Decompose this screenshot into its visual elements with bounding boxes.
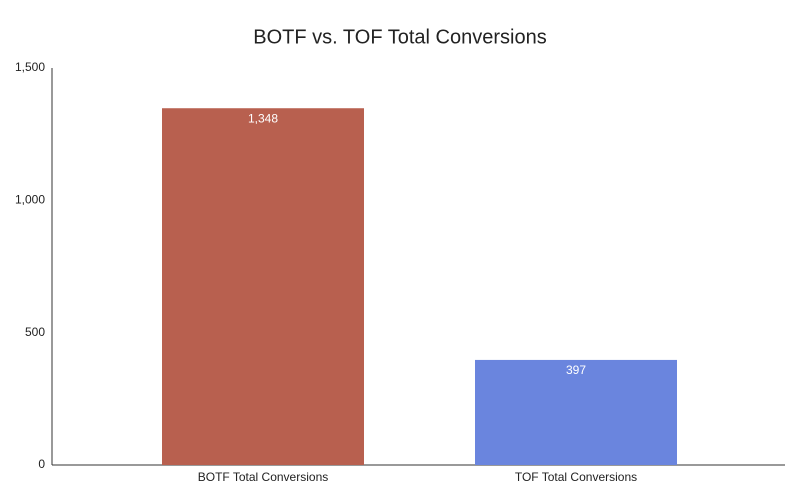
y-tick-label: 1,000 — [15, 193, 45, 207]
bar — [162, 108, 364, 465]
chart-title: BOTF vs. TOF Total Conversions — [253, 26, 546, 48]
y-tick-label: 0 — [38, 457, 45, 471]
x-tick-label: TOF Total Conversions — [515, 470, 637, 484]
y-tick-label: 500 — [25, 325, 45, 339]
x-tick-label: BOTF Total Conversions — [198, 470, 329, 484]
value-label: 1,348 — [248, 111, 278, 125]
value-label: 397 — [566, 363, 586, 377]
bar — [475, 359, 677, 465]
y-tick-label: 1,500 — [15, 60, 45, 74]
